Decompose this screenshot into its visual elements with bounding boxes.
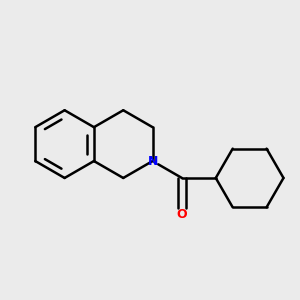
Text: N: N <box>147 154 158 167</box>
Text: O: O <box>177 208 187 221</box>
